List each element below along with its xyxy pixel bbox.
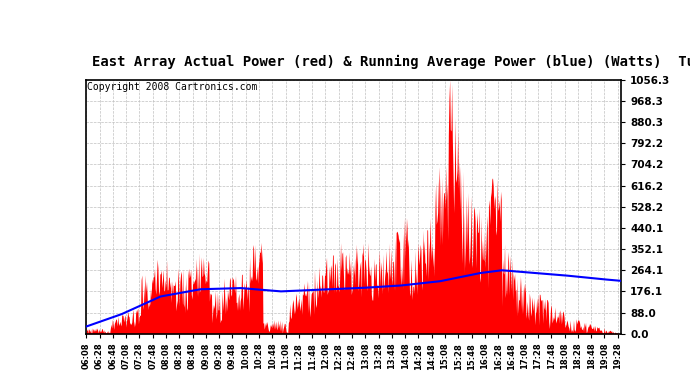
Text: Copyright 2008 Cartronics.com: Copyright 2008 Cartronics.com xyxy=(88,82,257,92)
Text: East Array Actual Power (red) & Running Average Power (blue) (Watts)  Tue Aug 19: East Array Actual Power (red) & Running … xyxy=(92,55,690,69)
